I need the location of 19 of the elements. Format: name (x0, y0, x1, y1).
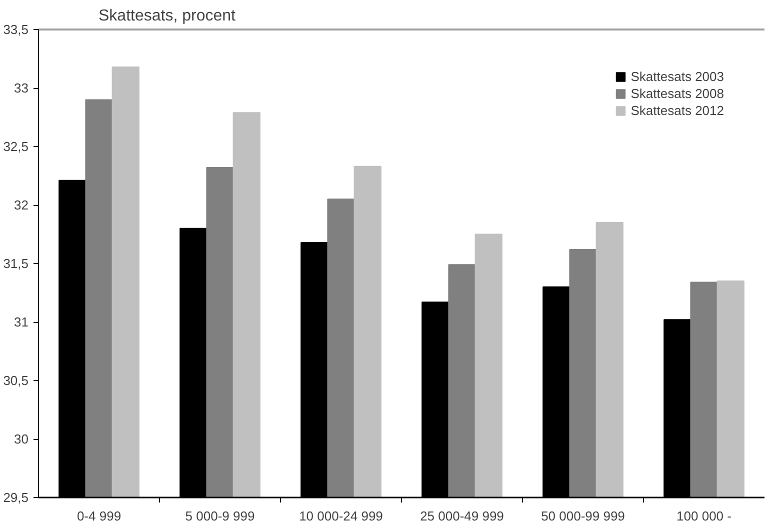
x-tick-label: 10 000-24 999 (299, 508, 383, 524)
x-tick-label: 0-4 999 (76, 508, 122, 524)
legend-label: Skattesats 2008 (630, 86, 724, 101)
y-tick-label: 30 (14, 432, 29, 446)
x-tick-label: 100 000 - (676, 508, 732, 524)
x-tick-label: 50 000-99 999 (541, 508, 625, 524)
legend-label: Skattesats 2003 (630, 69, 724, 84)
y-tick-label: 33,5 (3, 22, 29, 37)
legend-label: Skattesats 2012 (630, 103, 724, 118)
y-tick-label: 32 (14, 198, 29, 212)
y-tick-label: 31 (14, 314, 29, 330)
y-tick-label: 33 (14, 80, 29, 96)
chart-title: Skattesats, procent (98, 8, 236, 24)
y-tick-label: 30,5 (3, 373, 29, 388)
x-tick-label: 25 000-49 999 (420, 508, 504, 524)
y-tick-label: 32,5 (3, 139, 29, 154)
y-tick-label: 29,5 (3, 490, 29, 505)
x-tick-label: 5 000-9 999 (185, 508, 255, 524)
y-tick-label: 31,5 (3, 256, 29, 271)
